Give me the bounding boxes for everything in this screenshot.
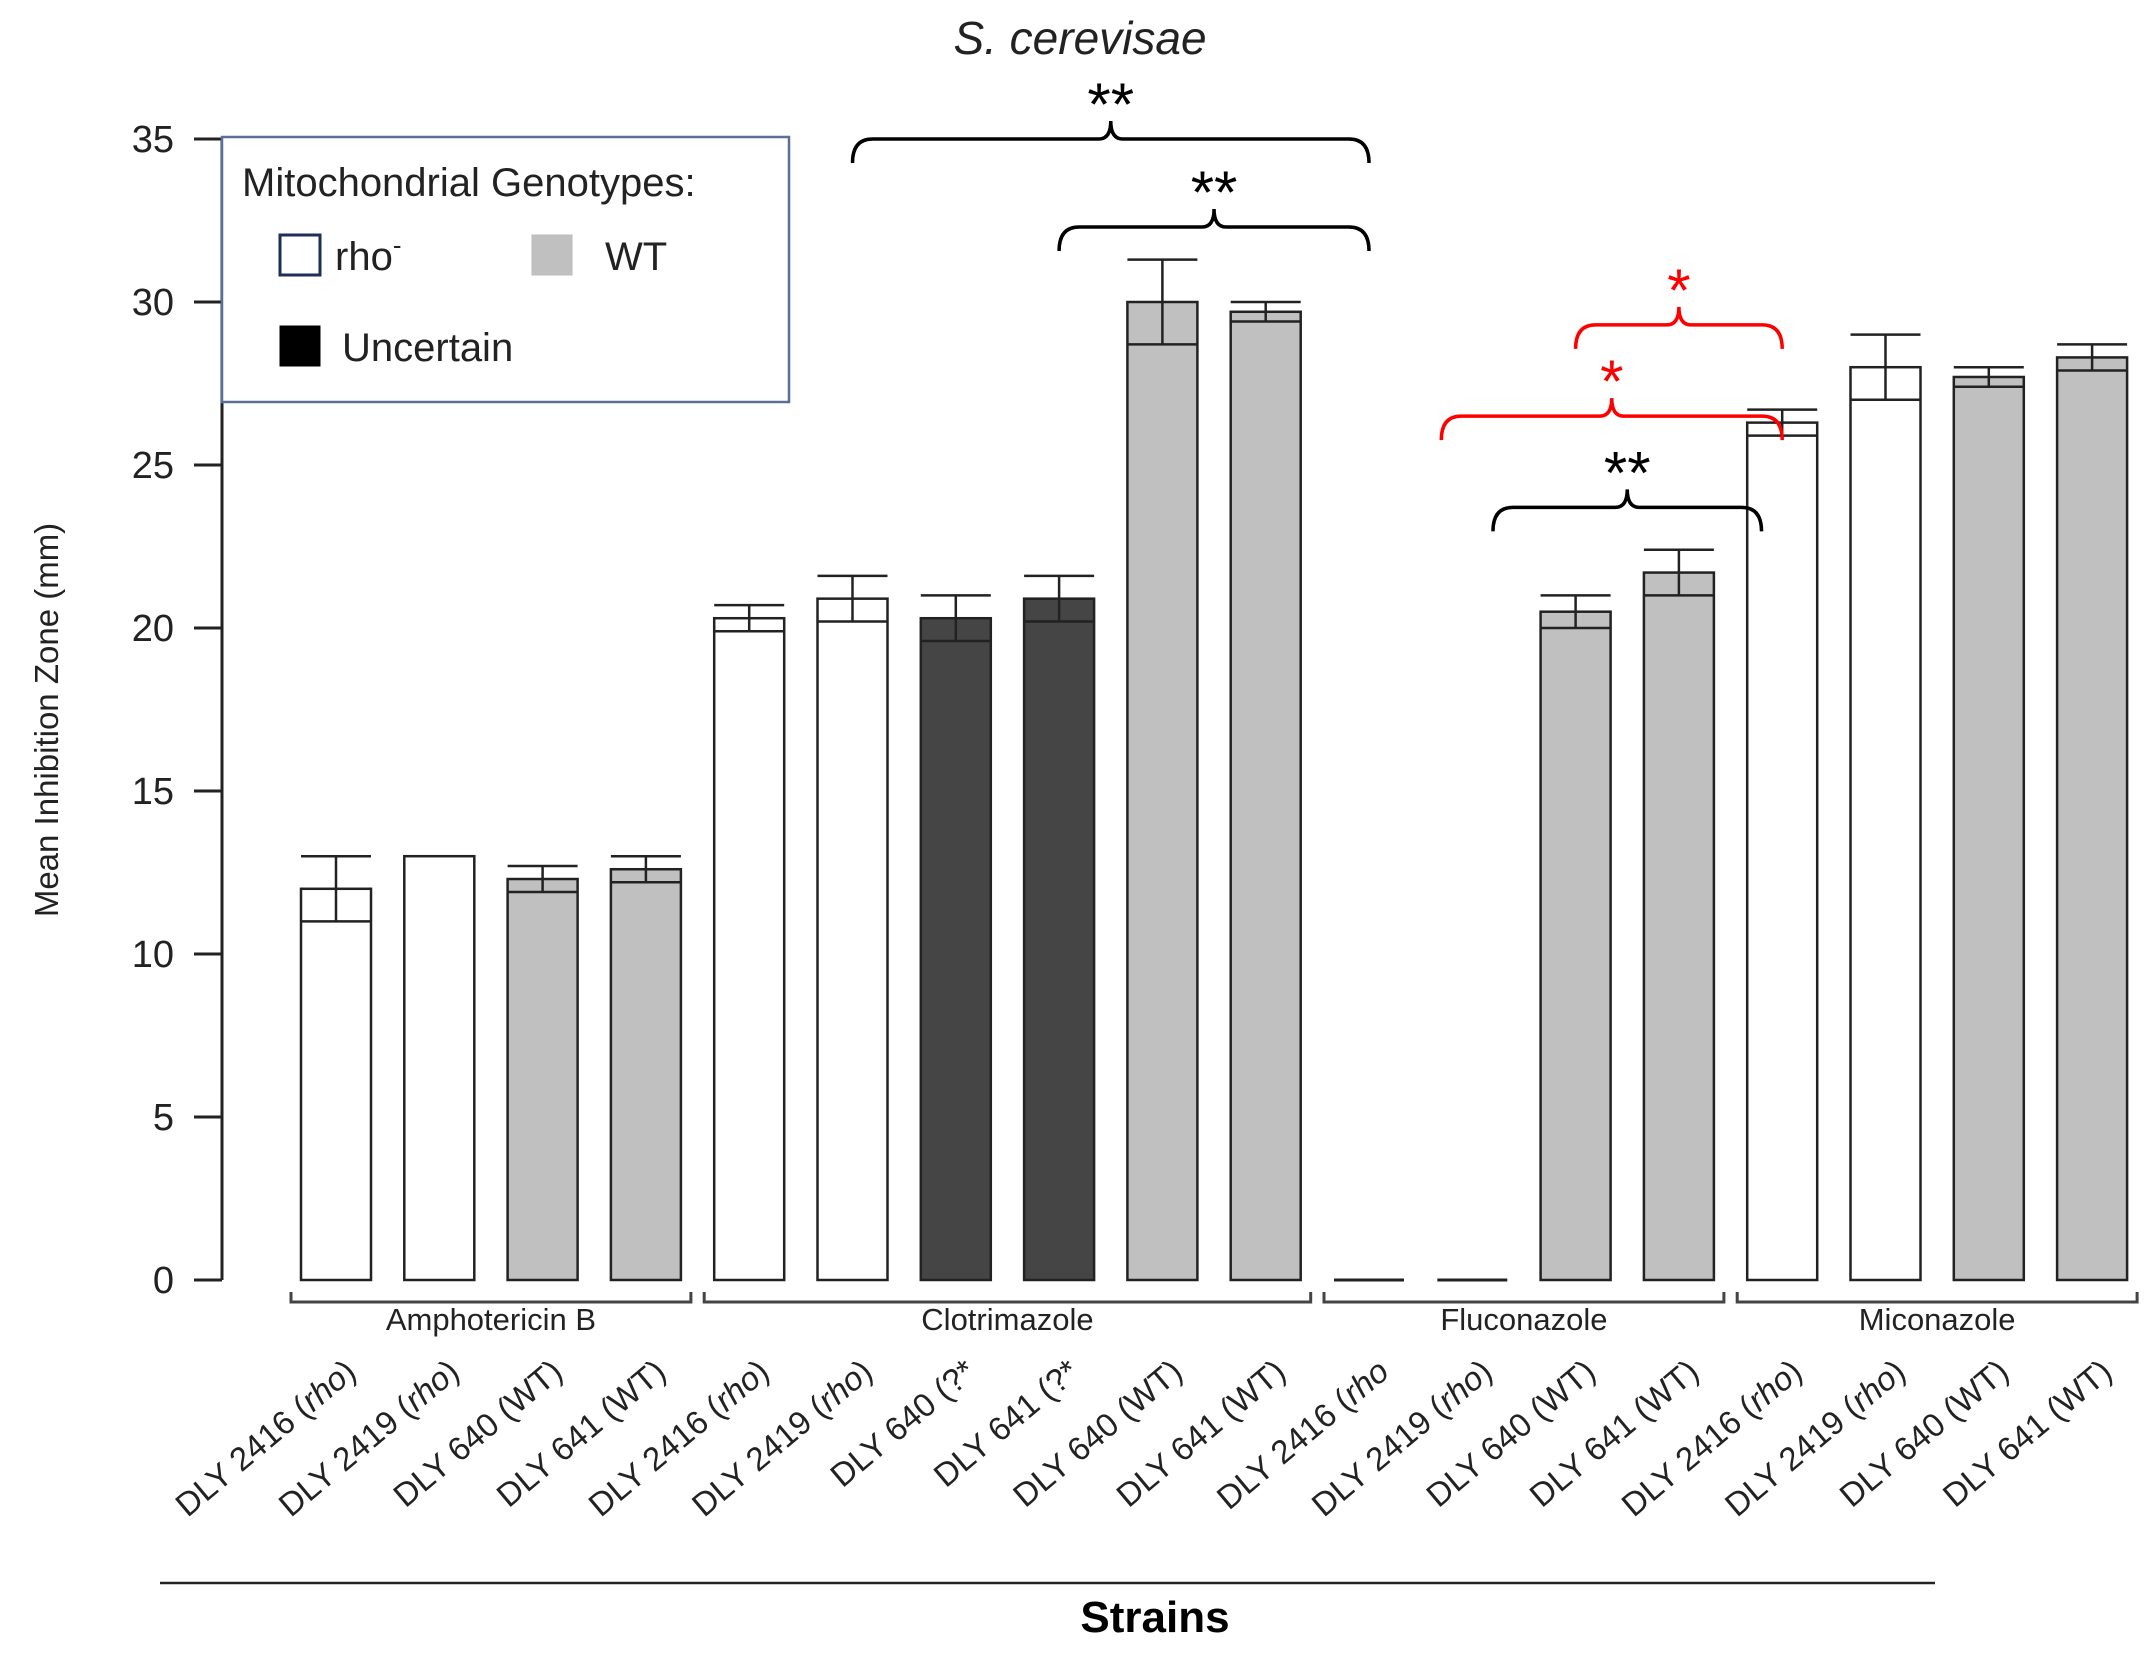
significance-label: ** (1604, 439, 1651, 506)
bar (1022, 597, 1096, 1282)
x-tick-label: DLY 2416 (rho) (168, 1352, 362, 1523)
group-bracket (289, 1292, 693, 1304)
group-brackets: Amphotericin B Clotrimazole Fluconazole Mic… (289, 1292, 2139, 1337)
x-tick-label: DLY 2419 (rho) (1304, 1352, 1498, 1523)
x-tick-label: DLY 2416 (rho) (1614, 1352, 1808, 1523)
bars (299, 258, 2129, 1282)
group-label: Fluconazole (1440, 1302, 1607, 1337)
bar (1642, 571, 1716, 1282)
significance-bracket (1491, 489, 1764, 532)
legend-label-uncertain: Uncertain (342, 326, 513, 370)
bar (1229, 310, 1302, 1282)
legend-swatch-uncertain (279, 325, 321, 367)
legend-label-wt: WT (605, 235, 667, 279)
group-label: Amphotericin B (386, 1302, 596, 1337)
bar (403, 854, 476, 1282)
significance-bracket (850, 120, 1371, 164)
bar (1539, 610, 1612, 1282)
chart-title: S. cerevisae (953, 12, 1206, 64)
x-tick-labels: DLY 2416 (rho)DLY 2419 (rho)DLY 640 (WT)… (168, 1352, 2118, 1524)
bar (1849, 365, 1922, 1282)
x-tick-label: DLY 2416 (rho) (581, 1352, 775, 1523)
bar (1745, 421, 1819, 1282)
bar (1952, 375, 2026, 1282)
significance-label: * (1667, 257, 1690, 324)
significance-label: ** (1191, 159, 1238, 226)
bar (712, 616, 786, 1282)
y-tick-label: 35 (132, 119, 174, 161)
x-tick-label: DLY 2419 (rho) (685, 1352, 879, 1523)
bar (2055, 356, 2129, 1282)
y-tick-label: 5 (153, 1097, 174, 1139)
significance-bracket (1057, 208, 1371, 252)
legend-label-rho: rho- (335, 230, 401, 279)
y-tick-label: 25 (132, 445, 174, 487)
bar (1126, 300, 1199, 1282)
legend-swatch-rho (278, 233, 322, 277)
y-tick-label: 30 (132, 282, 174, 324)
bar (816, 597, 889, 1282)
legend: Mitochondrial Genotypes: rho- WT Uncerta… (220, 135, 791, 404)
y-tick-label: 0 (153, 1260, 174, 1302)
group-bracket (1735, 1292, 2139, 1304)
group-label: Clotrimazole (921, 1302, 1093, 1337)
legend-title: Mitochondrial Genotypes: (242, 161, 696, 205)
significance-bracket (1573, 306, 1784, 349)
bar (919, 616, 993, 1282)
group-label: Miconazole (1859, 1302, 2016, 1337)
x-tick-label: DLY 2419 (rho) (1718, 1352, 1912, 1523)
y-tick-label: 15 (132, 771, 174, 813)
y-tick-label: 20 (132, 608, 174, 650)
legend-swatch-wt (531, 234, 573, 276)
bar (299, 887, 373, 1282)
significance-annotations: ******** (850, 71, 1784, 532)
x-axis-label: Strains (1080, 1593, 1229, 1642)
group-bracket (1322, 1292, 1726, 1304)
bar (506, 877, 579, 1282)
y-axis-label: Mean Inhibition Zone (mm) (28, 523, 65, 917)
group-bracket (702, 1292, 1313, 1304)
significance-label: ** (1087, 71, 1134, 138)
significance-label: * (1600, 348, 1623, 415)
y-axis: 0 5 10 15 20 25 30 35 (132, 119, 224, 1302)
significance-bracket (1439, 398, 1784, 441)
bar (609, 867, 683, 1282)
x-tick-label: DLY 2419 (rho) (271, 1352, 465, 1523)
y-tick-label: 10 (132, 934, 174, 976)
